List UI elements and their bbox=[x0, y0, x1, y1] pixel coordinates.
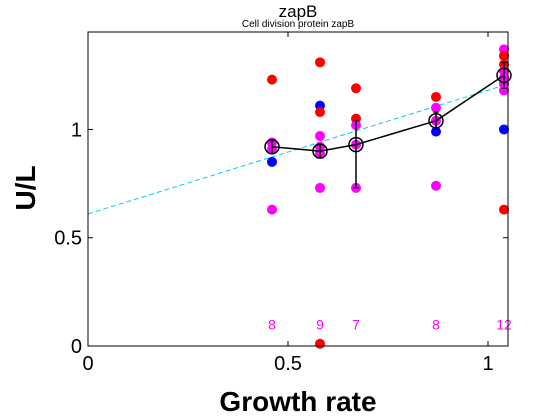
data-point bbox=[315, 107, 325, 118]
chart-subtitle: Cell division protein zapB bbox=[242, 19, 355, 30]
mean-marker bbox=[428, 113, 444, 129]
data-point bbox=[431, 91, 441, 102]
data-point bbox=[351, 83, 361, 94]
y-tick-label: 1 bbox=[71, 119, 82, 141]
y-axis-label: U/L bbox=[10, 165, 41, 210]
mean-marker bbox=[312, 143, 328, 159]
x-tick-label: 0.5 bbox=[274, 353, 302, 375]
sample-count: 9 bbox=[316, 316, 324, 332]
sample-count: 8 bbox=[268, 316, 276, 332]
sample-count: 8 bbox=[432, 316, 440, 332]
mean-marker bbox=[496, 67, 512, 84]
data-point bbox=[315, 182, 325, 193]
data-point bbox=[267, 204, 277, 215]
y-tick-label: 0.5 bbox=[54, 228, 82, 250]
data-point bbox=[431, 180, 441, 191]
mean-marker bbox=[348, 136, 364, 153]
data-point bbox=[499, 50, 509, 61]
data-point bbox=[315, 130, 325, 141]
mean-marker bbox=[264, 139, 280, 155]
data-point bbox=[267, 74, 277, 85]
chart-title: zapB bbox=[279, 2, 318, 21]
y-tick-label: 0 bbox=[71, 336, 82, 358]
data-point bbox=[267, 156, 277, 167]
x-tick-label: 0 bbox=[82, 353, 93, 375]
data-point bbox=[315, 338, 325, 349]
data-point bbox=[315, 57, 325, 68]
plot-frame bbox=[87, 31, 509, 347]
x-axis-label: Growth rate bbox=[219, 386, 376, 417]
sample-count: 7 bbox=[352, 316, 360, 332]
data-point bbox=[499, 204, 509, 215]
x-tick-label: 1 bbox=[482, 353, 493, 375]
sample-count: 12 bbox=[496, 316, 512, 332]
axes: 0 0.5 1 0 0.5 1 bbox=[54, 32, 508, 375]
data-point bbox=[431, 102, 441, 113]
